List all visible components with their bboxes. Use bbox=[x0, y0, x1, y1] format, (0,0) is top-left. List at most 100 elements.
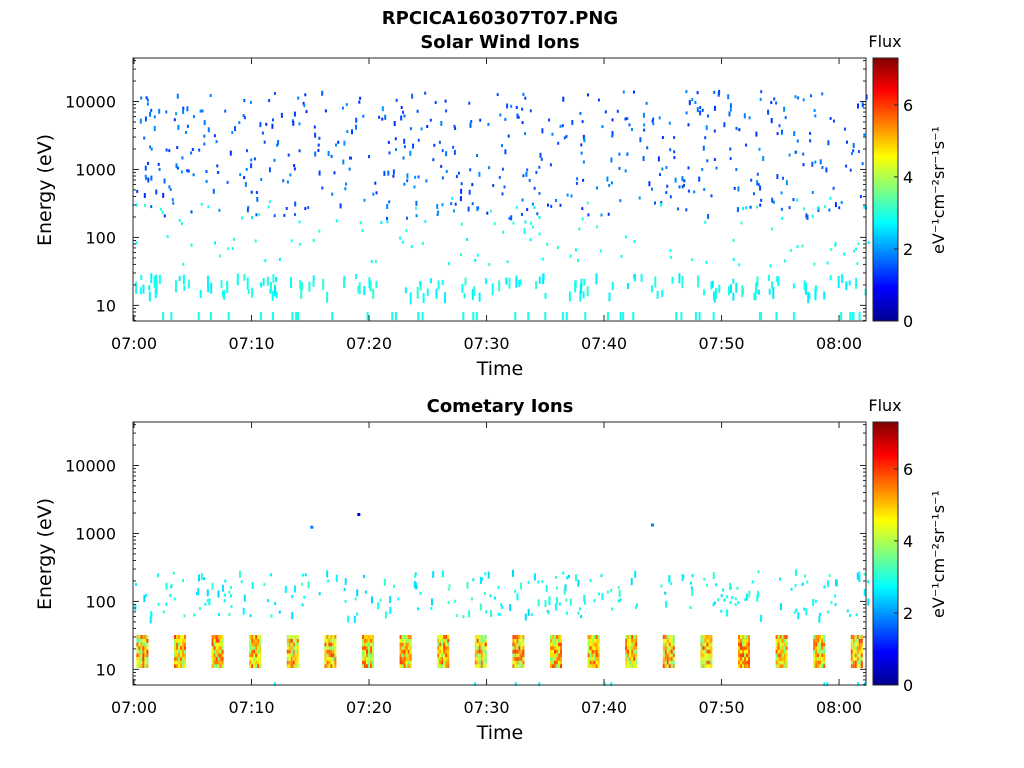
flux-pixel bbox=[447, 587, 450, 591]
flux-pixel bbox=[591, 649, 594, 654]
flux-pixel bbox=[814, 160, 817, 164]
flux-pixel bbox=[707, 114, 709, 118]
flux-pixel bbox=[746, 660, 748, 665]
flux-pixel bbox=[829, 117, 832, 120]
flux-pixel bbox=[286, 653, 289, 658]
flux-pixel bbox=[627, 649, 630, 654]
flux-pixel bbox=[852, 638, 855, 643]
flux-pixel bbox=[558, 635, 560, 639]
flux-pixel bbox=[678, 273, 681, 284]
flux-pixel bbox=[814, 599, 817, 603]
flux-pixel bbox=[324, 635, 327, 639]
flux-pixel bbox=[817, 635, 820, 639]
flux-pixel bbox=[827, 140, 830, 146]
flux-pixel bbox=[635, 635, 638, 639]
flux-pixel bbox=[740, 656, 742, 661]
flux-pixel bbox=[783, 656, 786, 661]
flux-pixel bbox=[476, 645, 479, 650]
flux-pixel bbox=[154, 288, 157, 299]
flux-pixel bbox=[811, 191, 814, 194]
flux-pixel bbox=[287, 153, 290, 157]
flux-pixel bbox=[700, 660, 703, 665]
flux-pixel bbox=[437, 653, 440, 658]
flux-pixel bbox=[257, 645, 260, 650]
flux-pixel bbox=[550, 635, 552, 639]
flux-pixel bbox=[436, 204, 439, 209]
flux-pixel bbox=[274, 92, 276, 95]
flux-pixel bbox=[863, 205, 866, 209]
flux-pixel bbox=[334, 638, 337, 643]
flux-pixel bbox=[136, 635, 139, 639]
flux-pixel bbox=[757, 590, 760, 598]
flux-pixel bbox=[331, 312, 334, 321]
flux-pixel bbox=[501, 606, 504, 609]
flux-pixel bbox=[174, 660, 176, 665]
flux-pixel bbox=[366, 642, 368, 647]
flux-pixel bbox=[257, 664, 260, 668]
flux-pixel bbox=[666, 653, 669, 658]
flux-pixel bbox=[372, 192, 375, 196]
flux-pixel bbox=[783, 664, 786, 668]
flux-pixel bbox=[259, 638, 262, 643]
flux-pixel bbox=[328, 638, 331, 643]
flux-pixel bbox=[286, 664, 289, 668]
flux-pixel bbox=[328, 656, 331, 661]
flux-pixel bbox=[412, 143, 414, 149]
flux-pixel bbox=[146, 645, 149, 650]
flux-pixel bbox=[819, 656, 822, 661]
flux-pixel bbox=[732, 292, 735, 301]
flux-pixel bbox=[251, 664, 254, 668]
flux-pixel bbox=[493, 222, 496, 226]
flux-pixel bbox=[860, 635, 863, 639]
flux-pixel bbox=[718, 284, 721, 293]
flux-pixel bbox=[516, 649, 519, 654]
flux-pixel bbox=[207, 283, 210, 293]
flux-pixel bbox=[185, 131, 187, 134]
flux-pixel bbox=[823, 645, 826, 650]
flux-pixel bbox=[702, 645, 705, 650]
flux-pixel bbox=[554, 664, 556, 668]
flux-pixel bbox=[292, 656, 295, 661]
flux-pixel bbox=[656, 290, 659, 299]
cometary-x-label: Time bbox=[476, 722, 524, 744]
flux-pixel bbox=[751, 580, 754, 584]
flux-pixel bbox=[526, 168, 529, 172]
flux-pixel bbox=[690, 586, 693, 590]
flux-pixel bbox=[660, 584, 663, 588]
flux-pixel bbox=[341, 106, 344, 110]
flux-pixel bbox=[370, 638, 372, 643]
flux-pixel bbox=[364, 638, 366, 643]
flux-pixel bbox=[275, 292, 278, 299]
flux-pixel bbox=[742, 649, 744, 654]
flux-pixel bbox=[401, 642, 404, 647]
flux-pixel bbox=[618, 152, 621, 156]
flux-pixel bbox=[298, 122, 301, 126]
flux-pixel bbox=[529, 109, 532, 113]
flux-pixel bbox=[639, 137, 642, 143]
flux-pixel bbox=[668, 638, 671, 643]
flux-pixel bbox=[268, 200, 271, 204]
flux-pixel bbox=[445, 638, 448, 643]
flux-pixel bbox=[767, 109, 770, 115]
flux-pixel bbox=[819, 649, 822, 654]
flux-pixel bbox=[249, 100, 252, 104]
flux-pixel bbox=[775, 653, 778, 658]
flux-pixel bbox=[363, 574, 365, 578]
flux-pixel bbox=[343, 140, 346, 146]
flux-pixel bbox=[249, 635, 252, 639]
flux-pixel bbox=[213, 653, 216, 658]
flux-pixel bbox=[343, 275, 346, 288]
flux-pixel bbox=[180, 222, 183, 226]
solar-wind-x-label: Time bbox=[476, 358, 524, 380]
flux-pixel bbox=[175, 112, 178, 116]
flux-pixel bbox=[706, 638, 709, 643]
flux-pixel bbox=[440, 164, 443, 168]
flux-pixel bbox=[524, 96, 527, 100]
flux-pixel bbox=[849, 614, 852, 617]
flux-pixel bbox=[817, 645, 820, 650]
flux-pixel bbox=[813, 649, 816, 654]
flux-pixel bbox=[512, 656, 515, 661]
flux-pixel bbox=[821, 645, 824, 650]
flux-pixel bbox=[251, 649, 254, 654]
flux-pixel bbox=[344, 187, 347, 191]
